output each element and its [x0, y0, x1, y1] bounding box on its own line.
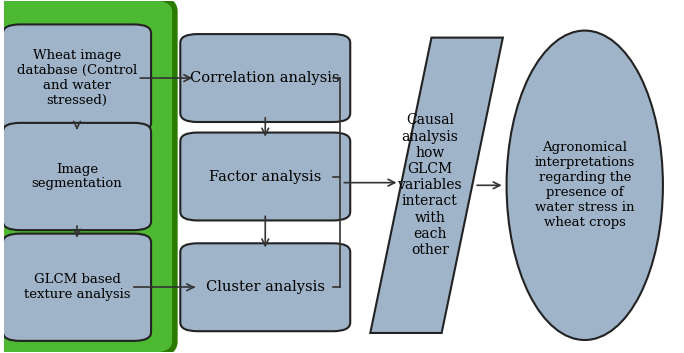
- Text: Causal
analysis
how
GLCM
variables
interact
with
each
other: Causal analysis how GLCM variables inter…: [397, 114, 462, 257]
- Text: GLCM based
texture analysis: GLCM based texture analysis: [24, 273, 130, 301]
- Text: Wheat image
database (Control
and water
stressed): Wheat image database (Control and water …: [17, 49, 137, 107]
- Text: Image
segmentation: Image segmentation: [31, 162, 122, 191]
- Text: Factor analysis: Factor analysis: [209, 169, 321, 184]
- FancyBboxPatch shape: [3, 234, 151, 341]
- Text: Agronomical
interpretations
regarding the
presence of
water stress in
wheat crop: Agronomical interpretations regarding th…: [535, 141, 635, 229]
- FancyBboxPatch shape: [3, 24, 151, 132]
- FancyBboxPatch shape: [3, 123, 151, 230]
- Polygon shape: [370, 38, 503, 333]
- FancyBboxPatch shape: [181, 243, 350, 331]
- FancyBboxPatch shape: [181, 34, 350, 122]
- Text: Correlation analysis: Correlation analysis: [190, 71, 340, 85]
- Ellipse shape: [507, 31, 663, 340]
- FancyBboxPatch shape: [0, 0, 175, 353]
- Text: Cluster analysis: Cluster analysis: [206, 280, 325, 294]
- FancyBboxPatch shape: [181, 132, 350, 221]
